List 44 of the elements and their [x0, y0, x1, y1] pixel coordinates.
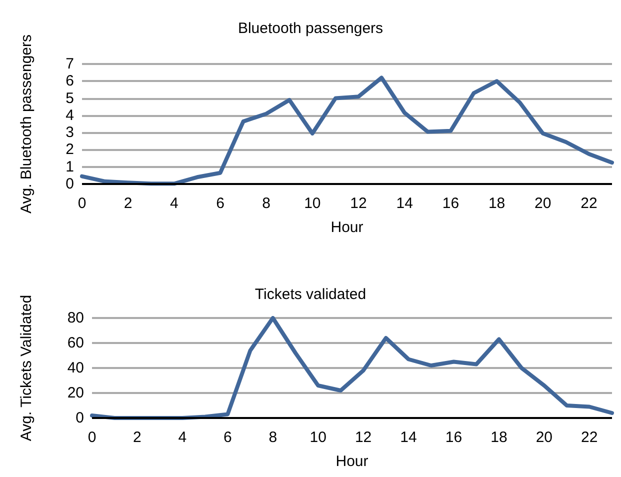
x-tick-label: 12	[354, 429, 372, 446]
x-tick-label: 18	[488, 195, 506, 212]
x-tick-label: 10	[304, 195, 321, 212]
x-tick-label: 20	[534, 195, 552, 212]
x-tick-label: 22	[581, 429, 598, 446]
y-tick-label: 40	[67, 360, 84, 376]
y-tick-label: 80	[67, 310, 84, 326]
y-tick-label: 5	[66, 90, 74, 107]
y-tick-label: 0	[66, 176, 74, 192]
y-tick-label: 6	[66, 72, 74, 90]
x-tick-label: 0	[88, 429, 96, 446]
y-tick-label: 20	[67, 384, 84, 402]
y-axis-title: Avg. Tickets Validated	[18, 294, 35, 442]
x-tick-label: 12	[350, 195, 367, 212]
x-tick-label: 18	[490, 429, 508, 446]
x-tick-label: 8	[262, 195, 271, 212]
x-tick-label: 14	[396, 195, 413, 212]
x-tick-label: 6	[223, 429, 232, 446]
y-tick-label: 60	[67, 334, 84, 352]
x-tick-label: 14	[400, 429, 417, 446]
x-tick-label: 20	[536, 429, 553, 446]
y-tick-label: 7	[66, 56, 74, 72]
x-tick-label: 22	[580, 195, 598, 212]
y-tick-label: 3	[66, 124, 74, 142]
x-axis-title: Hour	[336, 453, 368, 470]
y-tick-label: 4	[66, 106, 74, 124]
chart-title: Bluetooth passengers	[238, 20, 384, 37]
x-tick-label: 16	[445, 429, 462, 446]
x-tick-label: 2	[124, 195, 132, 212]
x-tick-label: 4	[170, 195, 178, 212]
line-series	[80, 76, 614, 186]
chart-title: Tickets validated	[254, 286, 366, 303]
x-tick-label: 16	[442, 195, 460, 212]
line-series	[90, 316, 614, 420]
y-tick-label: 0	[76, 410, 84, 426]
y-axis-title: Avg. Bluetooth passengers	[18, 34, 35, 214]
y-tick-label: 1	[66, 158, 74, 176]
x-tick-label: 2	[133, 429, 142, 446]
y-tick-label: 2	[66, 141, 74, 158]
x-tick-label: 4	[178, 429, 187, 446]
x-tick-label: 10	[310, 429, 326, 446]
x-tick-label: 6	[216, 195, 224, 212]
x-tick-label: 8	[268, 429, 278, 446]
x-axis-title: Hour	[330, 219, 364, 236]
